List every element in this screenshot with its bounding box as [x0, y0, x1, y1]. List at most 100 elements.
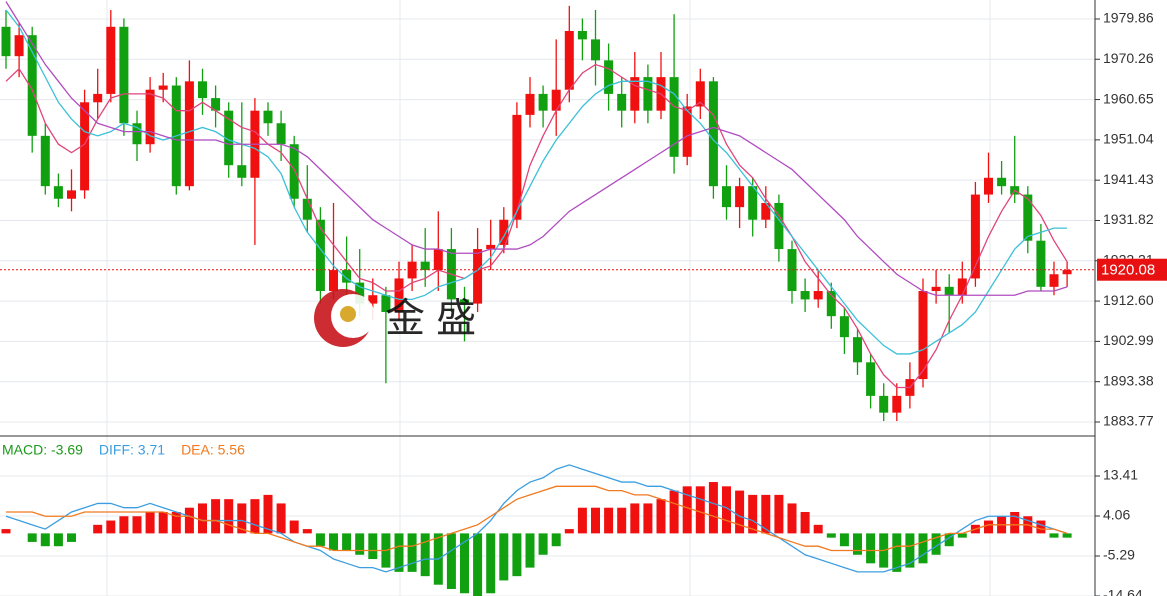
y-tick-label: -5.29: [1103, 547, 1135, 563]
macd-bar: [708, 482, 718, 534]
macd-bar: [591, 507, 600, 534]
macd-bar: [944, 533, 954, 547]
candle-body: [329, 270, 338, 292]
candle-body: [276, 123, 286, 145]
macd-bar: [171, 511, 181, 534]
current-price-label: 1920.08: [1101, 262, 1155, 279]
legend-entry: DEA: 5.56: [181, 442, 245, 458]
macd-bar: [695, 486, 705, 534]
candle-body: [931, 286, 941, 292]
candle-body: [132, 123, 142, 145]
candle-body: [866, 362, 876, 396]
macd-bar: [617, 507, 627, 534]
macd-line: [6, 485, 1068, 552]
candle-body: [591, 39, 600, 61]
macd-bar: [892, 533, 902, 572]
candle-body: [984, 177, 993, 195]
y-tick-label: 1970.26: [1103, 50, 1154, 66]
candle-body: [944, 286, 954, 296]
macd-bar: [735, 490, 745, 534]
macd-bar: [276, 503, 286, 534]
macd-bar: [263, 494, 273, 534]
macd-bar: [551, 533, 561, 547]
candle-body: [577, 30, 587, 40]
candle-body: [538, 93, 548, 111]
macd-bar: [342, 533, 352, 551]
candle-body: [224, 110, 234, 166]
macd-bar: [984, 520, 993, 534]
candle-body: [237, 165, 247, 178]
candle-body: [106, 26, 116, 94]
macd-bar: [748, 494, 758, 534]
macd-bar: [198, 503, 207, 534]
macd-bar: [237, 503, 247, 534]
candle-body: [800, 291, 810, 300]
macd-bar: [473, 533, 483, 596]
macd-bar: [1036, 520, 1046, 534]
candle-body: [525, 93, 535, 115]
y-tick-label: 1951.04: [1103, 131, 1154, 147]
candle-body: [748, 186, 758, 220]
candle-body: [879, 395, 889, 413]
legend-entry: DIFF: 3.71: [99, 442, 165, 458]
macd-bar: [1, 529, 11, 534]
macd-bar: [813, 524, 823, 534]
macd-bar: [604, 507, 614, 534]
candle-body: [355, 282, 365, 304]
macd-bar: [800, 511, 810, 534]
candle-body: [1062, 270, 1072, 275]
candle-body: [551, 89, 561, 111]
macd-bar: [119, 516, 129, 534]
macd-bar: [53, 533, 63, 547]
candle-body: [735, 186, 745, 208]
macd-bar: [460, 533, 469, 594]
macd-line: [5, 464, 1068, 573]
macd-bar: [656, 499, 666, 534]
candle-body: [158, 85, 168, 90]
candle-body: [473, 249, 483, 304]
candle-body: [630, 77, 640, 111]
candle-body: [564, 30, 574, 90]
macd-bar: [250, 499, 260, 534]
macd-bar: [355, 533, 365, 555]
macd-bar: [329, 533, 338, 551]
macd-bar: [132, 516, 142, 534]
candle-body: [145, 89, 155, 145]
macd-bar: [211, 499, 221, 534]
candle-body: [708, 81, 718, 187]
candle-body: [198, 81, 207, 99]
macd-bar: [512, 533, 522, 577]
macd-bar: [905, 533, 915, 568]
y-tick-label: -14.64: [1103, 587, 1143, 596]
candle-body: [53, 186, 63, 199]
macd-bar: [224, 499, 234, 534]
macd-bar: [577, 507, 587, 534]
y-tick-label: 1883.77: [1103, 413, 1154, 429]
watermark: 金 盛: [385, 297, 476, 341]
macd-bar: [394, 533, 404, 572]
candle-body: [263, 110, 273, 124]
macd-bar: [145, 511, 155, 534]
candle-body: [1049, 274, 1059, 287]
candle-body: [460, 299, 469, 304]
y-tick-label: 1912.60: [1103, 292, 1154, 308]
macd-bar: [774, 494, 784, 534]
candle-body: [997, 177, 1007, 187]
macd-bar: [446, 533, 456, 589]
macd-bar: [525, 533, 535, 568]
candle-body: [826, 291, 836, 317]
candle-body: [315, 219, 325, 292]
macd-bar: [368, 533, 378, 560]
macd-bar: [682, 486, 692, 534]
macd-bar: [1062, 533, 1072, 538]
candle-body: [957, 278, 967, 296]
macd-bar: [289, 520, 299, 534]
candle-body: [722, 186, 731, 208]
candle-body: [604, 60, 614, 94]
macd-bar: [1010, 511, 1020, 534]
y-tick-label: 1979.86: [1103, 10, 1154, 26]
macd-bar: [722, 486, 731, 534]
candle-body: [40, 135, 50, 187]
macd-bar: [158, 511, 168, 534]
candle-body: [119, 26, 129, 124]
